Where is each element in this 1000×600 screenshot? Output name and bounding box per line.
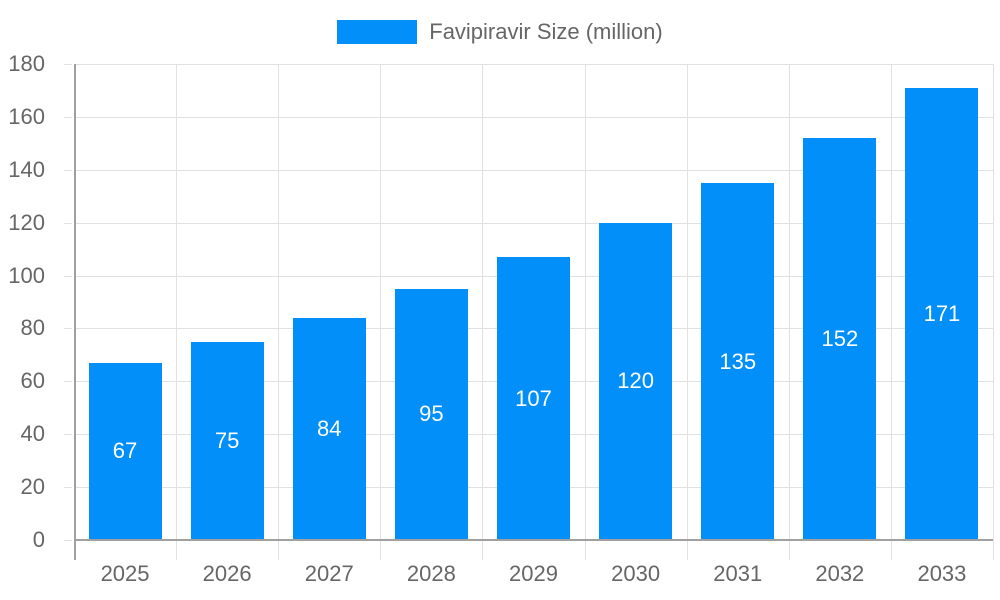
gridline-vertical	[789, 64, 790, 560]
y-tick-label: 20	[20, 474, 45, 500]
gridline-horizontal	[74, 223, 993, 224]
y-tick-label: 140	[8, 156, 45, 182]
bar-value-label: 135	[719, 348, 757, 374]
y-tick-mark	[64, 381, 72, 382]
y-tick-mark	[64, 434, 72, 435]
bar-value-label: 107	[515, 385, 552, 411]
y-tick-label: 100	[8, 262, 45, 288]
y-tick-mark	[64, 64, 72, 65]
bar-value-label: 75	[214, 427, 240, 453]
legend: Favipiravir Size (million)	[0, 18, 1000, 46]
bar-value-label: 84	[317, 415, 342, 441]
y-tick-mark	[64, 276, 72, 277]
x-axis-line	[74, 539, 993, 541]
y-tick-label: 0	[32, 527, 45, 552]
y-tick-label: 180	[8, 51, 45, 76]
bar-value-label: 95	[419, 401, 444, 427]
y-tick-label: 40	[20, 421, 45, 447]
y-tick-mark	[64, 117, 72, 118]
y-tick-label: 80	[20, 315, 45, 341]
gridline-horizontal	[74, 170, 993, 171]
x-tick-label: 2030	[611, 561, 661, 586]
bar-2026[interactable]	[190, 341, 264, 540]
x-tick-label: 2026	[202, 561, 252, 586]
bar-2030[interactable]	[599, 222, 673, 540]
plot-area: 0 20 40 60 80 100 120 140 160 180 67 2025 75 2026 84 20…	[8, 51, 994, 586]
bar-value-label: 67	[112, 438, 138, 464]
y-tick-mark	[64, 540, 72, 541]
bar-2029[interactable]	[497, 257, 570, 540]
bar-2031[interactable]	[701, 183, 775, 540]
bar-value-label: 120	[617, 368, 654, 394]
y-tick-label: 120	[8, 209, 45, 235]
y-tick-label: 160	[8, 103, 45, 129]
x-tick-label: 2033	[917, 561, 967, 586]
x-tick-label: 2029	[509, 561, 558, 586]
x-tick-label: 2028	[406, 561, 456, 586]
bar-2027[interactable]	[292, 317, 366, 540]
bar-2028[interactable]	[394, 288, 468, 540]
gridline-horizontal	[74, 64, 993, 65]
gridline-vertical	[482, 64, 483, 560]
bar-2025[interactable]	[88, 362, 162, 540]
gridline-vertical	[687, 64, 688, 560]
gridline-vertical	[176, 64, 177, 560]
legend-label[interactable]: Favipiravir Size (million)	[429, 19, 663, 44]
y-tick-mark	[64, 487, 72, 488]
bar-2032[interactable]	[803, 138, 877, 540]
y-tick-mark	[64, 328, 72, 329]
bar-value-label: 171	[923, 300, 961, 326]
gridline-vertical	[585, 64, 586, 560]
legend-swatch[interactable]	[337, 20, 418, 44]
gridline-horizontal	[74, 117, 993, 118]
x-tick-label: 2031	[713, 561, 763, 586]
gridline-vertical	[380, 64, 381, 560]
x-tick-label: 2025	[100, 561, 150, 586]
y-tick-label: 60	[20, 368, 45, 394]
gridline-vertical	[993, 64, 994, 560]
gridline-vertical	[891, 64, 892, 560]
y-axis-line	[74, 64, 76, 560]
bar-2033[interactable]	[905, 87, 979, 540]
gridline-vertical	[278, 64, 279, 560]
x-tick-label: 2027	[304, 561, 354, 586]
x-tick-label: 2032	[815, 561, 865, 586]
y-tick-mark	[64, 223, 72, 224]
bar-value-label: 152	[821, 326, 859, 352]
y-tick-mark	[64, 170, 72, 171]
